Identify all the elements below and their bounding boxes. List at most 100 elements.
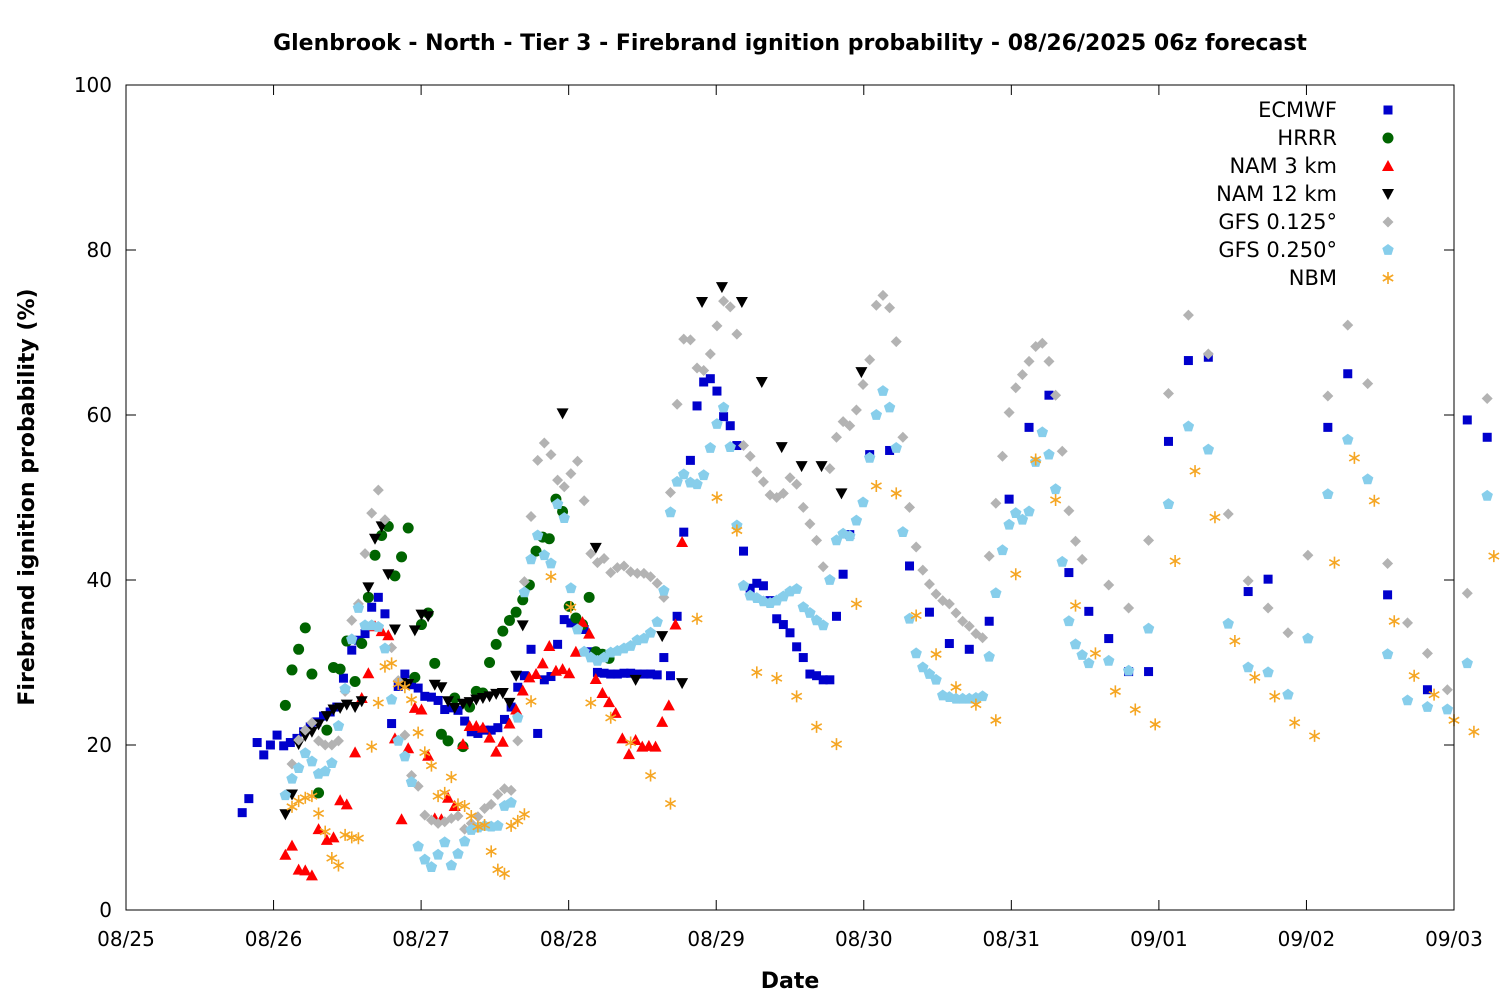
data-point-nbm	[452, 798, 464, 811]
data-point-gfs-0-250	[578, 645, 590, 657]
data-point-nam-12-km	[483, 691, 496, 703]
data-point-ecmwf	[526, 644, 536, 654]
data-point-nam-12-km	[715, 282, 728, 294]
data-point-gfs-0-125	[751, 466, 763, 478]
data-point-ecmwf	[825, 675, 835, 685]
data-point-ecmwf	[473, 728, 483, 738]
data-point-gfs-0-250	[804, 607, 816, 618]
data-point-gfs-0-250	[1481, 489, 1493, 501]
data-point-nbm	[970, 698, 982, 711]
data-point-nbm	[1069, 599, 1082, 612]
data-point-ecmwf	[1243, 587, 1253, 597]
data-point-nbm	[751, 666, 763, 679]
data-point-gfs-0-125	[811, 534, 823, 546]
data-point-nam-3-km	[656, 715, 669, 727]
data-point-nam-12-km	[855, 367, 868, 379]
data-point-nam-3-km	[476, 721, 489, 733]
data-point-nam-12-km	[442, 696, 455, 708]
data-point-ecmwf	[380, 609, 390, 619]
data-point-nam-3-km	[456, 738, 469, 750]
data-point-nbm	[585, 696, 597, 709]
data-point-hrrr	[429, 657, 441, 669]
data-point-ecmwf	[1263, 574, 1273, 584]
data-point-hrrr	[356, 638, 368, 650]
data-point-gfs-0-250	[1162, 498, 1175, 509]
data-point-gfs-0-250	[332, 720, 345, 731]
data-point-nam-3-km	[340, 798, 353, 810]
data-point-gfs-0-250	[877, 385, 889, 396]
data-point-nam-3-km	[286, 839, 298, 851]
data-point-gfs-0-250	[711, 418, 723, 429]
data-point-nam-3-km	[279, 848, 292, 860]
data-point-hrrr	[503, 614, 515, 626]
data-point-gfs-0-125	[718, 295, 730, 307]
data-point-nbm	[910, 609, 922, 622]
data-point-nbm	[731, 524, 743, 537]
data-point-nam-3-km	[510, 703, 523, 715]
y-tick-label: 80	[87, 238, 112, 262]
data-point-ecmwf	[626, 668, 636, 678]
data-point-gfs-0-125	[572, 455, 584, 467]
data-point-gfs-0-125	[850, 404, 862, 416]
data-point-nam-3-km	[649, 740, 662, 752]
data-point-nam-12-km	[388, 624, 401, 636]
data-point-gfs-0-250	[903, 612, 916, 624]
data-point-nbm	[419, 746, 431, 759]
data-point-nam-12-km	[503, 697, 516, 709]
data-point-nam-12-km	[334, 702, 347, 714]
y-tick-label: 100	[74, 73, 112, 97]
data-point-gfs-0-250	[512, 711, 524, 723]
data-point-gfs-0-250	[1049, 483, 1062, 495]
data-point-hrrr	[299, 622, 311, 634]
data-point-nam-12-km	[795, 461, 808, 473]
data-point-gfs-0-125	[784, 472, 796, 484]
data-point-ecmwf	[712, 386, 722, 396]
x-axis-label: Date	[761, 969, 820, 994]
x-tick-label: 08/31	[983, 927, 1041, 951]
data-point-ecmwf	[632, 669, 642, 679]
data-point-gfs-0-250	[1069, 638, 1082, 650]
data-point-nbm	[1089, 647, 1102, 660]
data-point-gfs-0-125	[558, 481, 570, 493]
data-point-nbm	[1149, 718, 1161, 731]
data-point-gfs-0-250	[299, 747, 311, 759]
data-point-gfs-0-125	[346, 614, 358, 626]
data-point-gfs-0-125	[757, 476, 769, 488]
series-nbm	[286, 451, 1500, 880]
data-point-gfs-0-125	[598, 553, 610, 565]
data-point-ecmwf	[1383, 590, 1393, 600]
data-point-gfs-0-250	[1401, 694, 1414, 706]
data-point-gfs-0-125	[1050, 389, 1062, 401]
data-point-nbm	[339, 828, 351, 841]
data-point-nam-12-km	[456, 698, 469, 710]
data-point-nam-12-km	[496, 688, 509, 700]
data-point-gfs-0-125	[525, 510, 537, 522]
data-point-nbm	[492, 863, 504, 876]
data-point-nbm	[1308, 729, 1321, 742]
data-point-ecmwf	[1064, 568, 1074, 578]
data-point-gfs-0-250	[1103, 654, 1115, 666]
data-point-gfs-0-250	[551, 498, 564, 509]
legend-marker-hrrr	[1382, 132, 1394, 144]
data-point-ecmwf	[373, 592, 383, 602]
data-point-ecmwf	[338, 673, 348, 683]
data-point-nbm	[605, 711, 617, 724]
data-point-ecmwf	[885, 445, 895, 455]
data-point-gfs-0-125	[452, 810, 464, 822]
data-point-gfs-0-125	[319, 739, 331, 751]
data-point-gfs-0-125	[379, 514, 391, 526]
data-point-nam-3-km	[589, 673, 602, 684]
data-point-gfs-0-250	[1182, 420, 1195, 432]
data-point-nam-3-km	[382, 629, 395, 641]
data-point-gfs-0-125	[505, 784, 517, 796]
data-point-ecmwf	[252, 738, 262, 748]
data-point-nam-12-km	[382, 569, 395, 581]
data-point-gfs-0-250	[976, 690, 989, 702]
data-point-nam-3-km	[583, 627, 596, 639]
data-point-gfs-0-125	[1202, 348, 1214, 360]
data-point-nam-3-km	[536, 657, 549, 669]
data-point-gfs-0-250	[717, 401, 730, 413]
data-point-nbm	[1050, 493, 1062, 506]
data-point-ecmwf	[831, 611, 841, 621]
data-point-gfs-0-125	[890, 336, 902, 348]
